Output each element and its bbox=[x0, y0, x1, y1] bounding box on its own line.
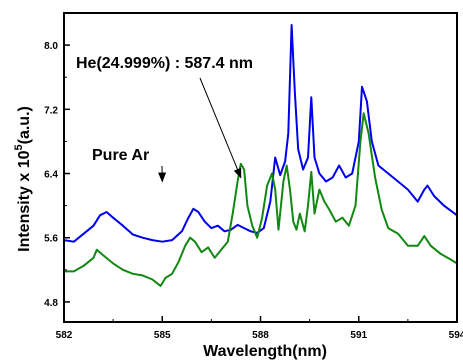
annotation-layer: He(24.999%) : 587.4 nm Pure Ar bbox=[76, 55, 253, 183]
x-tick-label: 594 bbox=[449, 330, 463, 341]
y-axis-label-prefix: Intensity x 10 bbox=[16, 150, 33, 251]
annotation-label: He(24.999%) : 587.4 nm bbox=[76, 55, 253, 72]
y-axis-label-exponent: 5 bbox=[13, 144, 25, 150]
plot-frame bbox=[63, 12, 458, 323]
y-tick-label: 6.4 bbox=[44, 170, 58, 181]
series-line-2 bbox=[64, 112, 458, 287]
y-axis-label: Intensity x 105(a.u.) bbox=[13, 106, 33, 252]
x-tick-label: 588 bbox=[252, 330, 269, 341]
y-tick-label: 5.6 bbox=[44, 234, 58, 245]
y-tick-label: 8.0 bbox=[44, 41, 58, 52]
y-tick-label: 4.8 bbox=[44, 298, 58, 309]
series-line-1 bbox=[63, 24, 458, 243]
y-axis-label-suffix: (a.u.) bbox=[16, 106, 33, 144]
y-tick-label: 7.2 bbox=[44, 105, 58, 116]
x-tick-label: 585 bbox=[154, 330, 171, 341]
tick-layer: 582 585 588 591 594 4.8 5.6 6.4 7.2 8.0 bbox=[44, 41, 463, 341]
series-layer bbox=[63, 24, 458, 287]
x-tick-label: 591 bbox=[350, 330, 367, 341]
x-tick-label: 582 bbox=[56, 330, 73, 341]
annotation-arrow bbox=[199, 77, 242, 179]
annotation-label: Pure Ar bbox=[92, 147, 149, 164]
x-axis-label: Wavelength(nm) bbox=[203, 343, 327, 360]
